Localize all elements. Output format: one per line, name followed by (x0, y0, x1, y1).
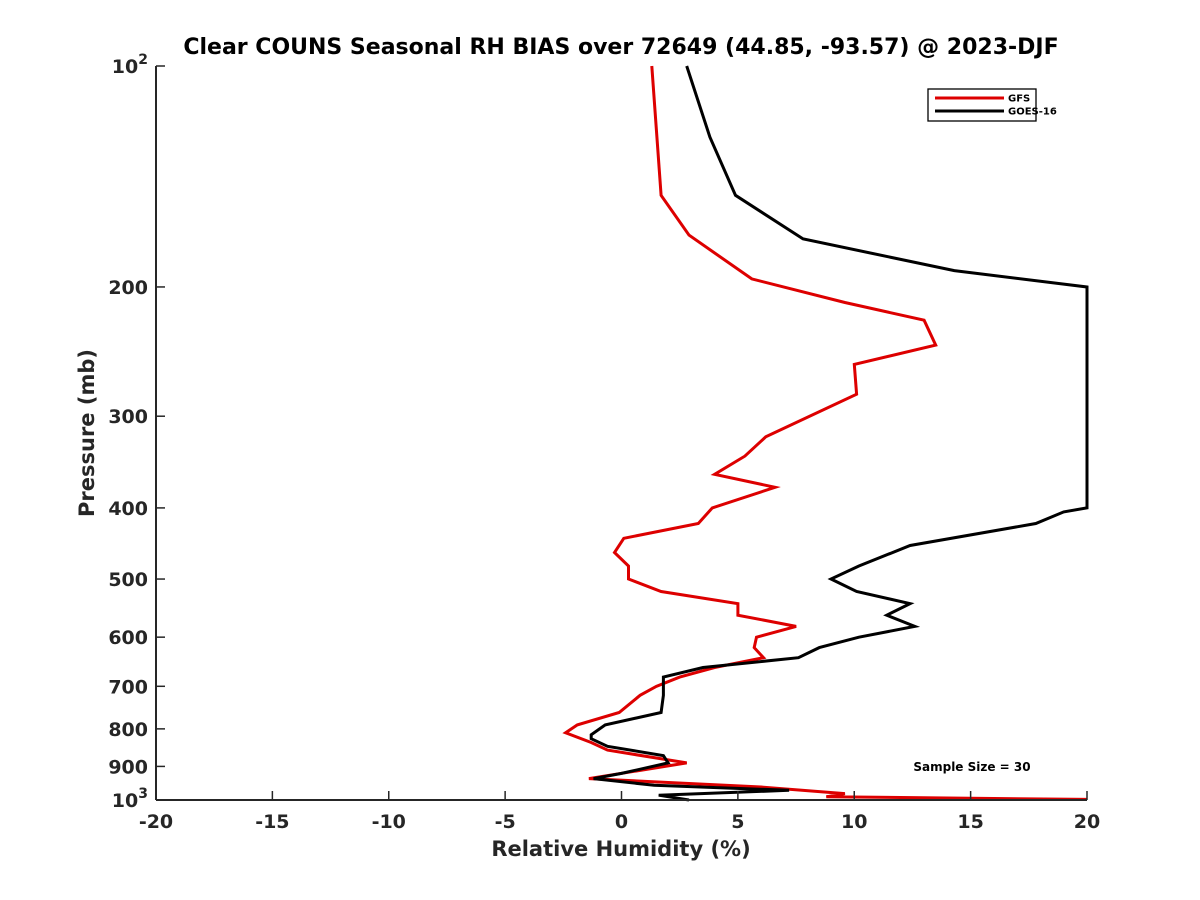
y-ticks: 102 200 300 400 500 600 700 800 900 103 (108, 52, 165, 812)
x-axis-label: Relative Humidity (%) (491, 837, 750, 861)
x-tick-label: -10 (372, 811, 406, 833)
y-tick-label: 500 (108, 569, 148, 591)
x-tick-label: 5 (731, 811, 744, 833)
legend-box (927, 88, 1037, 122)
y-tick-label: 800 (108, 719, 148, 741)
series-line-goes16 (589, 65, 1089, 802)
chart-title: Clear COUNS Seasonal RH BIAS over 72649 … (183, 35, 1058, 60)
x-tick-label: 15 (957, 811, 983, 833)
x-tick-label: 10 (841, 811, 867, 833)
legend-label-gfs: GFS (1008, 94, 1030, 105)
x-tick-label: -5 (495, 811, 516, 833)
x-tick-label: -15 (255, 811, 289, 833)
legend-label-goes16: GOES-16 (1008, 107, 1057, 118)
y-tick-label: 103 (112, 786, 148, 812)
y-tick-label: 300 (108, 406, 148, 428)
x-ticks: -20 -15 -10 -5 0 5 10 15 20 (139, 791, 1100, 833)
x-tick-label: 0 (615, 811, 628, 833)
y-tick-label: 700 (108, 676, 148, 698)
legend: GFS GOES-16 (927, 88, 1057, 122)
axes (155, 66, 1087, 801)
y-tick-label: 102 (112, 52, 148, 78)
y-tick-label: 900 (108, 756, 148, 778)
y-tick-label: 400 (108, 498, 148, 520)
x-tick-label: 20 (1074, 811, 1100, 833)
sample-size-annotation: Sample Size = 30 (913, 760, 1030, 774)
y-tick-label: 600 (108, 627, 148, 649)
series-line-gfs (562, 65, 1088, 801)
y-tick-label: 200 (108, 277, 148, 299)
y-axis-label: Pressure (mb) (75, 349, 99, 517)
x-tick-label: -20 (139, 811, 173, 833)
series-layer (562, 65, 1089, 802)
